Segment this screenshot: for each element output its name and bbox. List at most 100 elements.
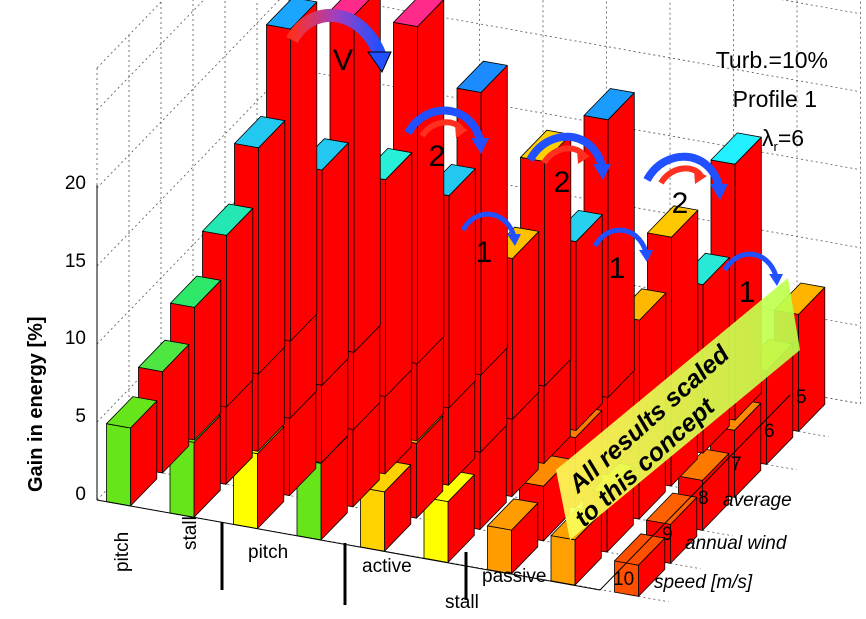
profile-label: Profile 1 [733, 86, 817, 112]
y-tick-label: 5 [796, 387, 807, 408]
y-tick-label: 10 [613, 569, 634, 590]
two-arrow-outer [404, 106, 484, 142]
x-label-stall: stall [180, 516, 201, 550]
v-label: V [333, 44, 353, 77]
x-label-active: active [362, 556, 412, 577]
v-arrow-arc [286, 9, 387, 58]
one-label: 1 [609, 252, 626, 285]
turbulence-label: Turb.=10% [716, 47, 828, 73]
x-label-pitch-group: pitch [248, 542, 288, 563]
bar-top-face [266, 0, 318, 30]
bar-side-face [417, 0, 445, 365]
two-arrow-inner-head [577, 150, 590, 164]
grid-line [342, 0, 861, 93]
bar-top-face [202, 203, 254, 236]
two-label: 2 [429, 140, 446, 173]
bar-top-face [710, 132, 762, 165]
y-tick-label: 9 [662, 524, 673, 545]
bar-top-face [487, 498, 539, 531]
x-label-passive: passive [482, 566, 546, 587]
scaled-note-panel [556, 278, 800, 540]
one-arrow-head [769, 274, 783, 286]
two-label: 2 [672, 187, 689, 220]
bar-front-face [360, 487, 385, 552]
y-axis-label-line3: speed [m/s] [654, 572, 753, 593]
two-arrow-inner-head [455, 124, 468, 138]
one-arrow-3: 1 [722, 251, 783, 309]
two-arrow-outer [526, 132, 606, 168]
x-label-pitch: pitch [112, 532, 133, 572]
two-arrow-outer-head [710, 184, 728, 200]
bar-top-face [583, 88, 635, 121]
lambda-subscript: r [774, 139, 779, 154]
grid-line [96, 0, 205, 111]
bar-side-face [321, 142, 349, 386]
one-arrow-arc [722, 251, 779, 277]
two-arrow-3: 2 [643, 152, 728, 220]
one-arrow-arc [592, 227, 649, 253]
v-arrow: V [286, 9, 392, 77]
lambda-symbol: λ [762, 125, 774, 151]
bar-top-face [234, 116, 286, 149]
z-axis: 0 5 10 15 20 Gain in energy [%] [25, 173, 98, 505]
one-label: 1 [739, 276, 756, 309]
lambda-label: λr=6 [762, 125, 804, 154]
bar-side-face [607, 92, 635, 398]
one-arrow-2: 1 [592, 227, 653, 285]
bar-top-face [106, 396, 158, 429]
z-tick-label: 5 [75, 406, 86, 427]
two-arrow-outer [643, 152, 723, 188]
y-axis-label-line1: average [723, 490, 792, 511]
z-axis-label: Gain in energy [%] [25, 316, 47, 492]
two-arrow-outer-head [471, 138, 489, 154]
bar-top-face [456, 60, 508, 93]
grid-line [96, 0, 164, 69]
y-tick-label: 7 [731, 454, 742, 475]
bar-side-face [512, 230, 540, 420]
one-arrow-head [639, 250, 653, 262]
y-axis-line [599, 394, 791, 591]
one-arrow-1: 1 [460, 211, 521, 269]
one-arrow-head [507, 234, 521, 246]
y-tick-label: 8 [698, 488, 709, 509]
bar-side-face [258, 120, 286, 375]
bar-front-face [550, 535, 576, 586]
z-tick-label: 0 [75, 484, 86, 505]
bar-side-face [226, 207, 254, 408]
x-axis: pitch stall pitch active passive stall [112, 516, 546, 613]
bar-side-face [448, 168, 476, 409]
bar-front-face [106, 423, 131, 507]
bar-top-face [170, 275, 222, 308]
z-tick-label: 20 [65, 173, 86, 194]
bar-top-face [138, 339, 190, 373]
grid-line [96, 67, 290, 267]
two-arrow-2: 2 [526, 132, 611, 199]
grid-line [288, 67, 861, 171]
y-tick-label: 6 [764, 421, 775, 442]
bar-top-face [647, 205, 699, 238]
v-arrow-head [367, 51, 392, 74]
two-arrow-1: 2 [404, 106, 489, 173]
one-label: 1 [476, 236, 493, 269]
grid-line [96, 145, 290, 345]
y-axis-label-line2: annual wind [685, 533, 788, 554]
x-label-stall-extra: stall [445, 592, 479, 613]
two-arrow-outer-head [593, 164, 611, 180]
two-label: 2 [554, 166, 571, 199]
two-arrow-inner-head [694, 170, 707, 184]
bar-side-face [385, 152, 413, 398]
z-tick-label: 15 [65, 251, 86, 272]
bar-side-face [194, 279, 222, 441]
bar-side-face [290, 1, 318, 342]
y-axis: 5 6 7 8 9 10 average annual wind speed [… [613, 387, 807, 593]
bar-series-group [106, 0, 826, 597]
bar-top-face [393, 0, 444, 28]
bar-side-face [575, 214, 603, 431]
bar-top-face [646, 492, 698, 525]
z-tick-label: 10 [65, 328, 86, 349]
x-axis-line [96, 499, 601, 591]
lambda-value: =6 [778, 125, 804, 151]
grid-line [96, 223, 290, 423]
